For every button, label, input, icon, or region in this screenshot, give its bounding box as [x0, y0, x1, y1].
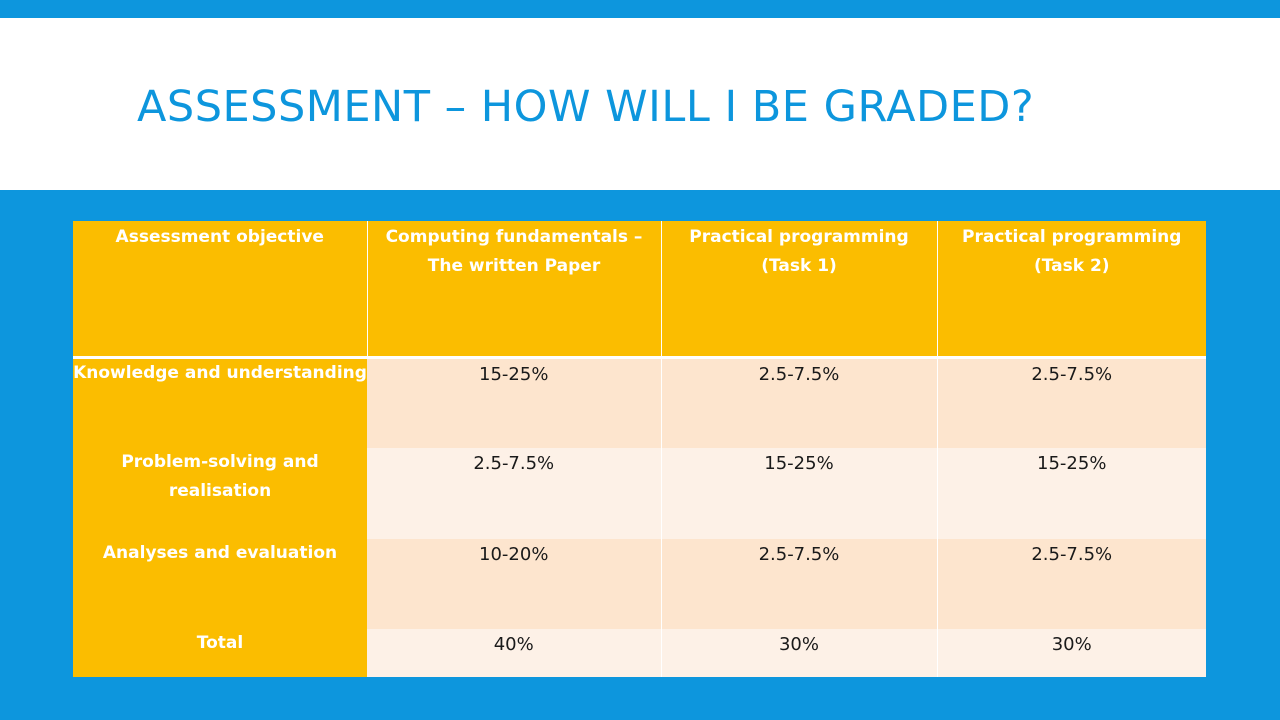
header-cell-objective: Assessment objective — [73, 221, 367, 359]
header-cell-task-1: Practical programming (Task 1) — [660, 221, 937, 359]
table-cell: 2.5-7.5% — [367, 448, 661, 539]
table-cell: 30% — [660, 629, 937, 677]
row-label-problem-solving: Problem-solving and realisation — [73, 448, 367, 539]
table-cell: 2.5-7.5% — [936, 357, 1206, 448]
table-cell: 10-20% — [367, 539, 661, 629]
table-cell: 15-25% — [367, 357, 661, 448]
table-cell: 2.5-7.5% — [936, 539, 1206, 629]
table-cell: 15-25% — [936, 448, 1206, 539]
table-cell: 15-25% — [660, 448, 937, 539]
table-cell: 40% — [367, 629, 661, 677]
table-row: Analyses and evaluation 10-20% 2.5-7.5% … — [73, 539, 1206, 629]
table-row: Total 40% 30% 30% — [73, 629, 1206, 677]
row-label-knowledge: Knowledge and understanding — [73, 357, 367, 448]
table-row: Knowledge and understanding 15-25% 2.5-7… — [73, 357, 1206, 448]
table-row: Problem-solving and realisation 2.5-7.5%… — [73, 448, 1206, 539]
header-cell-written-paper: Computing fundamentals – The written Pap… — [366, 221, 661, 359]
slide-title: ASSESSMENT – HOW WILL I BE GRADED? — [137, 82, 1035, 132]
table-cell: 30% — [936, 629, 1206, 677]
header-cell-task-2: Practical programming (Task 2) — [936, 221, 1206, 359]
table-cell: 2.5-7.5% — [660, 539, 937, 629]
assessment-table: Assessment objective Computing fundament… — [73, 221, 1206, 677]
row-label-total: Total — [73, 629, 367, 677]
row-label-analyses: Analyses and evaluation — [73, 539, 367, 629]
table-header-row: Assessment objective Computing fundament… — [73, 221, 1206, 359]
table-cell: 2.5-7.5% — [660, 357, 937, 448]
title-band — [0, 18, 1280, 190]
